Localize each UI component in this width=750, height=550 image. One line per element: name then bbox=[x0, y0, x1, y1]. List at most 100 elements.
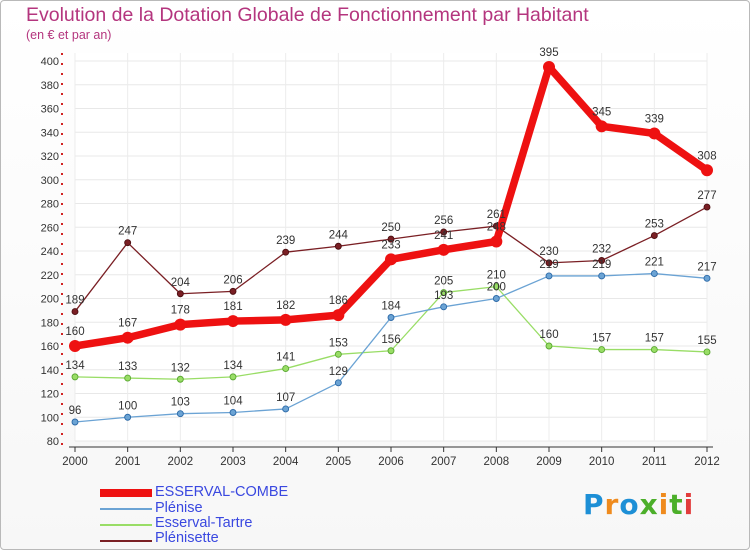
data-label-plenisette: 230 bbox=[539, 246, 558, 258]
data-label-esserval-combe: 186 bbox=[329, 295, 348, 307]
y-tick-label: 340 bbox=[41, 127, 59, 139]
y-tick-label: 400 bbox=[41, 56, 59, 68]
data-label-esserval-tartre: 205 bbox=[434, 276, 453, 288]
series-point-esserval-tartre bbox=[545, 342, 553, 350]
data-label-esserval-combe: 178 bbox=[171, 305, 190, 317]
series-point-plenisette bbox=[229, 287, 237, 295]
legend-label-plenise: Plénise bbox=[155, 500, 203, 516]
series-point-plenise bbox=[282, 405, 290, 413]
data-label-esserval-tartre: 160 bbox=[539, 329, 558, 341]
series-point-esserval-combe bbox=[543, 60, 555, 73]
series-point-esserval-tartre bbox=[703, 348, 711, 356]
data-label-plenise: 219 bbox=[592, 259, 611, 271]
data-label-plenisette: 232 bbox=[592, 244, 611, 256]
series-point-esserval-tartre bbox=[440, 289, 448, 297]
series-point-plenise bbox=[598, 272, 606, 280]
data-label-esserval-combe: 233 bbox=[381, 239, 400, 251]
logo-letter: i bbox=[683, 488, 695, 521]
series-point-plenisette bbox=[650, 232, 658, 240]
data-label-plenisette: 247 bbox=[118, 226, 137, 238]
logo-letter: o bbox=[619, 488, 640, 521]
y-tick-label: 220 bbox=[41, 270, 59, 282]
logo-letter: t bbox=[669, 488, 684, 521]
data-label-esserval-combe: 345 bbox=[592, 106, 611, 118]
series-point-esserval-tartre bbox=[229, 373, 237, 381]
series-point-plenise bbox=[387, 314, 395, 321]
series-point-esserval-combe bbox=[437, 243, 450, 256]
x-tick-label: 2008 bbox=[484, 456, 510, 468]
series-point-plenisette bbox=[440, 228, 448, 236]
data-label-esserval-combe: 308 bbox=[697, 150, 716, 162]
data-label-plenise: 103 bbox=[171, 397, 190, 409]
series-point-esserval-combe bbox=[490, 235, 503, 248]
data-label-plenisette: 244 bbox=[329, 229, 349, 241]
x-tick-label: 2005 bbox=[326, 456, 352, 468]
data-label-plenisette: 261 bbox=[487, 209, 506, 221]
y-tick-label: 280 bbox=[41, 199, 59, 211]
data-label-esserval-combe: 181 bbox=[223, 301, 242, 313]
y-tick-label: 360 bbox=[41, 104, 59, 116]
data-label-plenise: 221 bbox=[645, 257, 664, 269]
y-tick-label: 140 bbox=[41, 365, 59, 377]
data-label-plenise: 129 bbox=[329, 366, 348, 378]
x-tick-label: 2010 bbox=[589, 456, 615, 468]
series-point-esserval-tartre bbox=[176, 375, 184, 383]
data-label-esserval-combe: 182 bbox=[276, 300, 295, 312]
y-tick-label: 80 bbox=[47, 436, 59, 448]
data-label-esserval-tartre: 132 bbox=[171, 362, 190, 374]
series-point-plenisette bbox=[176, 290, 184, 298]
data-label-plenise: 104 bbox=[223, 396, 243, 408]
y-tick-label: 100 bbox=[41, 412, 59, 424]
series-point-esserval-combe bbox=[227, 315, 239, 328]
x-tick-label: 2007 bbox=[431, 456, 457, 468]
series-point-esserval-tartre bbox=[387, 347, 395, 355]
series-point-plenise bbox=[229, 409, 237, 416]
data-label-plenisette: 277 bbox=[697, 190, 716, 202]
legend-swatch-esserval-tartre bbox=[100, 524, 152, 526]
logo-letter: P bbox=[583, 488, 605, 521]
series-point-esserval-tartre bbox=[650, 346, 658, 354]
series-point-esserval-combe bbox=[701, 164, 713, 177]
legend-swatch-esserval-combe bbox=[100, 489, 152, 497]
series-point-plenisette bbox=[282, 248, 290, 256]
series-point-plenise bbox=[334, 379, 342, 387]
data-label-plenisette: 253 bbox=[645, 219, 664, 231]
series-point-esserval-tartre bbox=[282, 365, 290, 373]
data-label-plenisette: 256 bbox=[434, 215, 453, 227]
series-point-esserval-tartre bbox=[492, 283, 500, 291]
series-point-esserval-tartre bbox=[598, 346, 606, 354]
x-tick-label: 2006 bbox=[378, 456, 404, 468]
data-label-esserval-tartre: 141 bbox=[276, 352, 295, 364]
y-tick-label: 320 bbox=[41, 151, 59, 163]
data-label-esserval-tartre: 156 bbox=[381, 334, 400, 346]
series-point-plenisette bbox=[334, 242, 342, 250]
data-label-esserval-combe: 160 bbox=[65, 326, 84, 338]
series-point-plenisette bbox=[545, 259, 553, 267]
x-tick-label: 2009 bbox=[536, 456, 562, 468]
legend-label-plenisette: Plénisette bbox=[155, 530, 219, 546]
y-tick-label: 380 bbox=[41, 80, 59, 92]
data-label-plenisette: 204 bbox=[171, 277, 191, 289]
series-point-plenise bbox=[176, 410, 184, 418]
x-tick-label: 2004 bbox=[273, 456, 299, 468]
series-point-plenise bbox=[650, 270, 658, 278]
data-label-esserval-combe: 395 bbox=[539, 47, 558, 59]
series-point-plenisette bbox=[71, 308, 79, 316]
data-label-esserval-combe: 167 bbox=[118, 318, 137, 330]
series-point-plenisette bbox=[387, 235, 395, 243]
series-point-esserval-combe bbox=[385, 253, 397, 266]
data-label-esserval-combe: 241 bbox=[434, 230, 453, 242]
series-point-esserval-tartre bbox=[334, 350, 342, 358]
series-point-plenisette bbox=[703, 203, 711, 211]
data-label-esserval-tartre: 153 bbox=[329, 337, 348, 349]
data-label-plenise: 107 bbox=[276, 392, 295, 404]
y-tick-label: 200 bbox=[41, 294, 59, 306]
series-point-plenisette bbox=[598, 257, 606, 264]
y-tick-label: 300 bbox=[41, 175, 59, 187]
series-point-esserval-combe bbox=[121, 331, 134, 344]
x-tick-label: 2002 bbox=[168, 456, 194, 468]
data-label-plenise: 200 bbox=[487, 282, 506, 294]
data-label-plenisette: 239 bbox=[276, 235, 295, 247]
series-point-plenise bbox=[124, 413, 132, 421]
